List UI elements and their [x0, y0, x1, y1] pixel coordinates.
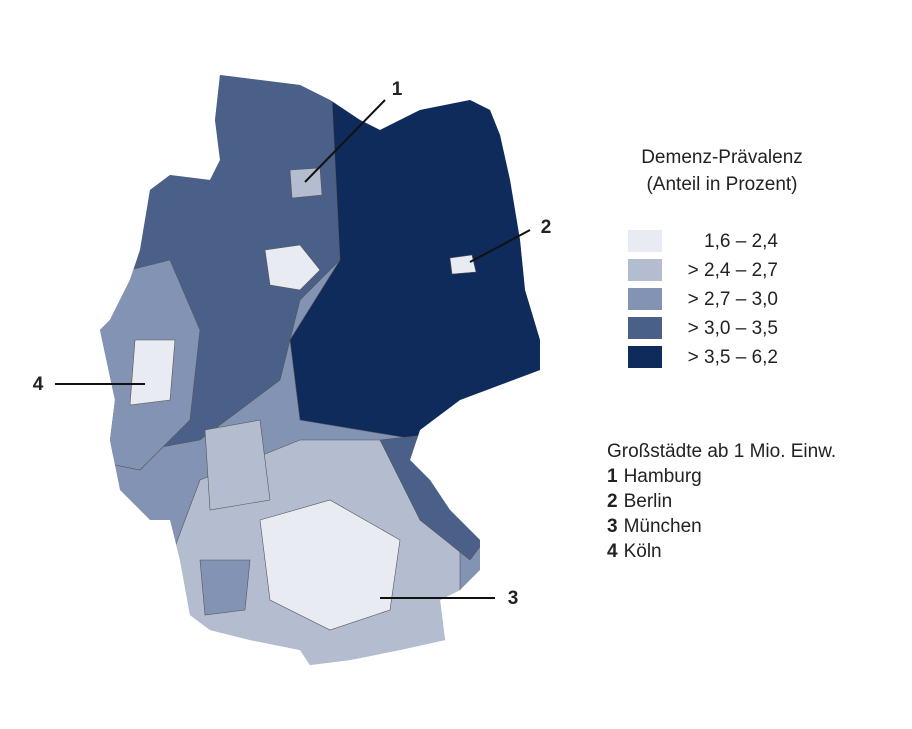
region [264, 244, 321, 291]
region [259, 499, 401, 631]
legend-swatch [628, 259, 662, 281]
city-name: Köln [624, 541, 662, 562]
city-name: München [624, 516, 702, 537]
city-number: 4 [607, 541, 618, 562]
city-entry: 4 Köln [607, 541, 662, 562]
cities-list: 1 Hamburg 2 Berlin 3 München 4 Köln [607, 466, 702, 562]
legend-label: 1,6 – 2,4 [704, 231, 778, 252]
city-number: 1 [607, 466, 618, 487]
city-number: 3 [607, 516, 618, 537]
region [449, 254, 477, 275]
region [199, 559, 251, 616]
legend-swatch [628, 288, 662, 310]
callout-line [469, 229, 531, 263]
legend-label: > 3,5 – 6,2 [688, 347, 778, 368]
region [129, 339, 176, 406]
callout-number: 4 [33, 374, 44, 395]
legend-swatch [628, 230, 662, 252]
legend-swatch [628, 317, 662, 339]
legend-swatch [628, 346, 662, 368]
callout-line [304, 99, 386, 183]
callout-number: 3 [508, 588, 519, 609]
city-number: 2 [607, 491, 618, 512]
callout-number: 1 [392, 79, 403, 100]
city-name: Hamburg [624, 466, 702, 487]
legend-label: > 2,7 – 3,0 [688, 289, 778, 310]
region [289, 167, 323, 199]
city-name: Berlin [624, 491, 673, 512]
city-entry: 2 Berlin [607, 491, 672, 512]
city-entry: 1 Hamburg [607, 466, 702, 487]
legend-label: > 3,0 – 3,5 [688, 318, 778, 339]
germany-map [100, 75, 540, 665]
city-entry: 3 München [607, 516, 702, 537]
cities-title: Großstädte ab 1 Mio. Einw. [607, 441, 836, 462]
legend-title: Demenz-Prävalenz [641, 147, 803, 168]
legend: 1,6 – 2,4 > 2,4 – 2,7 > 2,7 – 3,0 > 3,0 – 3… [628, 230, 778, 368]
callout-number: 2 [541, 217, 552, 238]
legend-title: (Anteil in Prozent) [646, 174, 797, 195]
region [204, 419, 271, 511]
legend-label: > 2,4 – 2,7 [688, 260, 778, 281]
region [289, 75, 540, 441]
